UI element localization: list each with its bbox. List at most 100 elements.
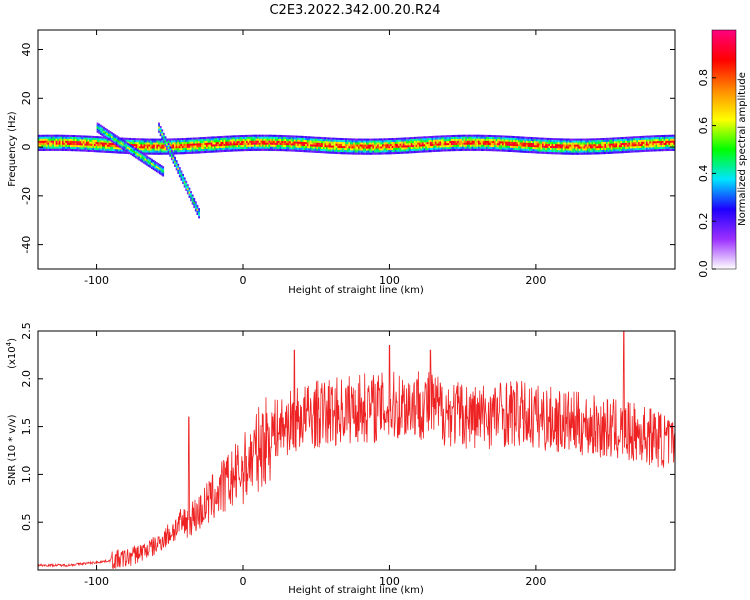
- spectrogram-cell: [538, 147, 541, 150]
- spectrogram-cell: [314, 138, 317, 141]
- spectrogram-cell: [594, 150, 597, 153]
- spectrogram-cell: [337, 137, 340, 141]
- spectrogram-cell: [321, 143, 324, 146]
- spectrogram-cell: [143, 161, 145, 164]
- spectrogram-cell: [346, 144, 349, 147]
- spectrogram-cell: [57, 148, 60, 151]
- spectrogram-cell: [316, 138, 319, 141]
- spectrogram-cell: [537, 141, 540, 144]
- spectrogram-cell: [530, 143, 533, 146]
- spectrogram-cell: [156, 140, 159, 143]
- spectrogram-cell: [103, 150, 106, 153]
- spectrogram-cell: [466, 144, 469, 147]
- spectrogram-cell: [112, 139, 115, 142]
- spectrogram-cell: [564, 142, 567, 145]
- spectrogram-cell: [114, 147, 117, 150]
- spectrogram-cell: [559, 144, 562, 147]
- spectrogram-cell: [486, 148, 488, 152]
- spectrogram-cell: [62, 146, 64, 149]
- spectrogram-cell: [152, 167, 155, 171]
- spectrogram-cell: [343, 152, 346, 155]
- spectrogram-cell: [334, 151, 336, 154]
- spectrogram-cell: [94, 148, 96, 151]
- spectrogram-cell: [572, 138, 575, 141]
- spectrogram-cell: [175, 144, 178, 147]
- spectrogram-cell: [530, 147, 533, 150]
- spectrogram-cell: [183, 144, 186, 147]
- spectrogram-cell: [318, 140, 320, 143]
- spectrogram-cell: [194, 149, 197, 152]
- spectrogram-cell: [382, 150, 384, 153]
- spectrogram-cell: [324, 145, 327, 148]
- spectrogram-cell: [545, 145, 548, 148]
- spectrogram-cell: [649, 137, 652, 140]
- spectrogram-cell: [246, 148, 248, 152]
- spectrogram-cell: [346, 152, 349, 155]
- spectrogram-cell: [249, 138, 252, 141]
- spectrogram-cell: [55, 144, 58, 147]
- spectrogram-cell: [82, 141, 85, 144]
- spectrogram-cell: [263, 138, 266, 141]
- spectrogram-cell: [308, 146, 311, 149]
- spectrogram-cell: [262, 146, 264, 149]
- spectrogram-cell: [503, 147, 506, 150]
- spectrogram-cell: [623, 142, 626, 146]
- spectrogram-cell: [207, 136, 210, 139]
- spectrogram-cell: [399, 141, 402, 144]
- spectrogram-cell: [86, 145, 88, 148]
- spectrogram-cell: [314, 140, 317, 143]
- spectrogram-cell: [396, 143, 399, 146]
- spectrogram-cell: [334, 141, 336, 144]
- spectrogram-cell: [590, 138, 592, 141]
- spectrogram-cell: [618, 143, 621, 146]
- spectrogram-cell: [351, 138, 354, 141]
- spectrogram-cell: [343, 146, 346, 149]
- spectrogram-cell: [47, 140, 50, 143]
- spectrogram-cell: [586, 142, 589, 145]
- spectrogram-cell: [110, 144, 112, 148]
- spectrogram-cell: [81, 149, 84, 152]
- spectrogram-cell: [370, 148, 373, 151]
- spectrogram-cell: [519, 144, 522, 147]
- spectrogram-cell: [654, 135, 656, 138]
- spectrogram-cell: [42, 142, 45, 145]
- spectrogram-cell: [484, 142, 487, 145]
- spectrogram-cell: [281, 141, 284, 144]
- spectrogram-cell: [351, 144, 354, 147]
- spectrogram-cell: [356, 144, 359, 147]
- spectrogram-cell: [561, 150, 564, 153]
- spectrogram-cell: [132, 142, 135, 145]
- spectrogram-cell: [138, 152, 141, 155]
- spectrogram-cell: [609, 145, 612, 148]
- spectrogram-cell: [354, 144, 357, 147]
- spectrogram-cell: [546, 139, 549, 143]
- spectrogram-cell: [350, 144, 352, 147]
- spectrogram-cell: [457, 140, 460, 143]
- spectrogram-cell: [316, 144, 319, 147]
- spectrogram-cell: [545, 137, 548, 140]
- spectrogram-cell: [306, 150, 309, 153]
- spectrogram-cell: [300, 135, 303, 138]
- spectrogram-cell: [622, 143, 624, 146]
- spectrogram-cell: [546, 145, 549, 149]
- spectrogram-cell: [160, 171, 163, 174]
- spectrogram-cell: [460, 134, 463, 137]
- spectrogram-cell: [231, 137, 234, 140]
- spectrogram-cell: [161, 135, 164, 138]
- spectrogram-cell: [607, 145, 610, 148]
- spectrogram-cell: [369, 152, 372, 155]
- spectrogram-cell: [258, 146, 261, 149]
- spectrogram-cell: [620, 149, 623, 152]
- spectrogram-cell: [183, 150, 186, 153]
- spectrogram-cell: [337, 149, 340, 153]
- spectrogram-cell: [569, 152, 572, 155]
- spectrogram-cell: [351, 142, 354, 145]
- spectrogram-cell: [220, 142, 223, 145]
- spectrogram-cell: [578, 144, 581, 147]
- spectrogram-cell: [81, 143, 84, 146]
- spectrogram-cell: [193, 145, 196, 148]
- spectrogram-cell: [149, 161, 152, 164]
- spectrogram-cell: [402, 149, 405, 152]
- spectrogram-cell: [196, 149, 199, 152]
- spectrogram-cell: [478, 144, 480, 147]
